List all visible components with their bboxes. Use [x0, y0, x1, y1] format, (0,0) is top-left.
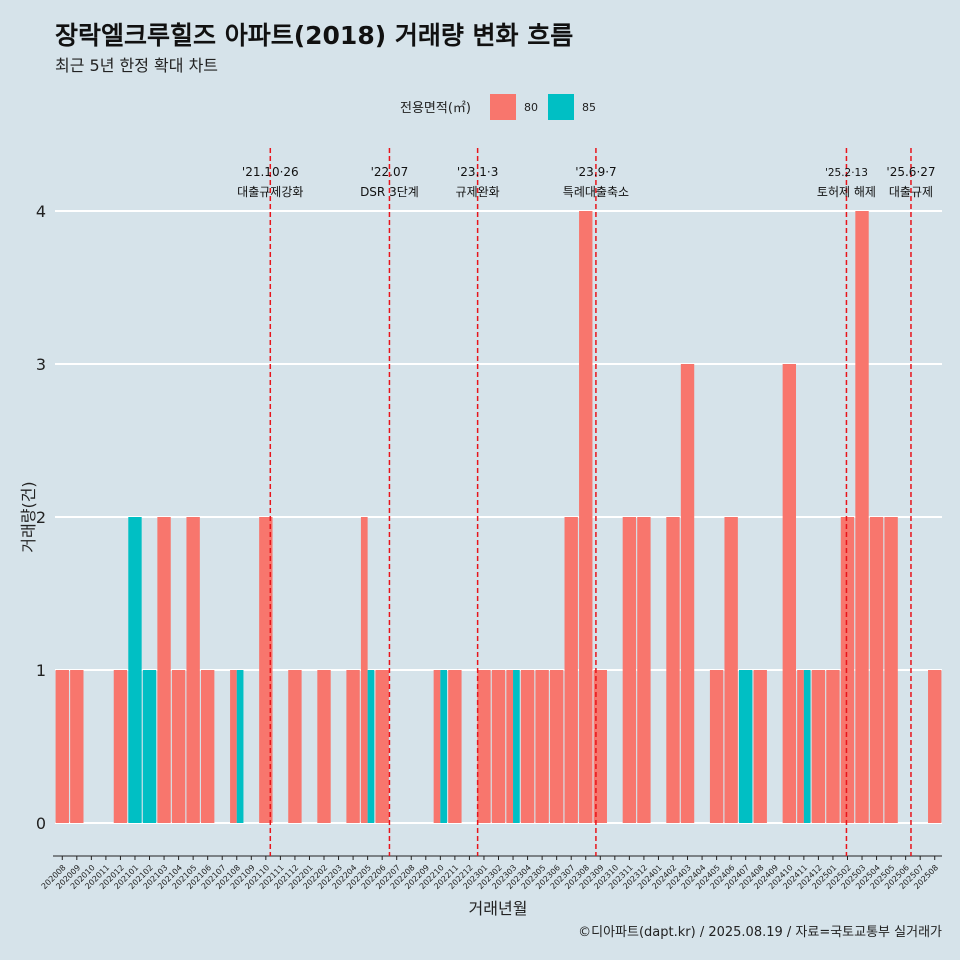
bar-80 [535, 670, 549, 823]
event-desc-label: 토허제 해제 [817, 185, 876, 199]
chart-title: 장락엘크루힐즈 아파트(2018) 거래량 변화 흐름 [55, 21, 574, 50]
event-date-label: '21.10·26 [242, 165, 299, 179]
source-caption: ©디아파트(dapt.kr) / 2025.08.19 / 자료=국토교통부 실… [578, 925, 942, 940]
bar-80 [928, 670, 942, 823]
bar-80 [157, 517, 171, 823]
event-desc-label: DSR 3단계 [360, 185, 419, 199]
bar-80 [680, 364, 695, 823]
bar-80 [782, 364, 797, 823]
bar-80 [840, 517, 855, 823]
bar-80 [709, 670, 724, 823]
bar-85 [142, 670, 157, 823]
legend-swatch-80 [490, 94, 516, 120]
y-tick-label: 3 [36, 355, 46, 374]
bar-80 [360, 517, 368, 823]
chart-subtitle: 최근 5년 한정 확대 차트 [55, 56, 219, 75]
bar-80 [593, 670, 607, 823]
bar-80 [448, 670, 462, 823]
y-tick-label: 0 [36, 814, 46, 833]
bar-80 [884, 517, 898, 823]
bar-80 [855, 211, 869, 823]
event-desc-label: 규제완화 [456, 185, 500, 199]
bar-80 [549, 670, 564, 823]
event-date-label: '23.1·3 [457, 165, 498, 179]
bar-80 [797, 670, 804, 823]
y-axis-title: 거래량(건) [19, 481, 38, 552]
event-desc-label: 대출규제강화 [237, 185, 303, 199]
bar-80 [724, 517, 738, 823]
bar-80 [200, 670, 215, 823]
y-tick-label: 1 [36, 661, 46, 680]
bar-85 [739, 670, 753, 823]
legend-label-85: 85 [582, 101, 596, 114]
bar-80 [564, 517, 578, 823]
bar-80 [375, 670, 389, 823]
bar-80 [753, 670, 767, 823]
y-tick-label: 2 [36, 508, 46, 527]
bar-80 [230, 670, 237, 823]
bar-80 [622, 517, 637, 823]
bar-80 [666, 517, 680, 823]
event-date-label: '25.2·13 [825, 167, 868, 179]
bar-80 [520, 670, 535, 823]
bar-80 [506, 670, 514, 823]
bar-85 [128, 517, 142, 823]
bar-80 [826, 670, 840, 823]
legend-title: 전용면적(㎡) [400, 101, 471, 116]
bar-80 [55, 670, 69, 823]
event-date-label: '25.6·27 [886, 165, 935, 179]
bar-85 [513, 670, 520, 823]
event-desc-label: 특례대출축소 [563, 185, 629, 199]
bar-80 [579, 211, 593, 823]
bar-85 [440, 670, 448, 823]
bar-80 [288, 670, 302, 823]
bar-80 [259, 517, 273, 823]
event-desc-label: 대출규제 [889, 185, 933, 199]
legend-label-80: 80 [524, 101, 538, 114]
bar-80 [113, 670, 128, 823]
event-date-label: '23.9·7 [575, 165, 616, 179]
bar-80 [869, 517, 884, 823]
bar-80 [317, 670, 331, 823]
bar-80 [637, 517, 651, 823]
bar-85 [803, 670, 811, 823]
bar-80 [477, 670, 491, 823]
legend-swatch-85 [548, 94, 574, 120]
bar-80 [346, 670, 360, 823]
bar-85 [367, 670, 375, 823]
x-axis-title: 거래년월 [469, 899, 528, 918]
bar-80 [491, 670, 506, 823]
y-tick-label: 4 [36, 202, 46, 221]
bar-80 [186, 517, 200, 823]
bar-80 [433, 670, 441, 823]
event-date-label: '22.07 [371, 165, 409, 179]
bar-85 [236, 670, 244, 823]
bar-80 [171, 670, 186, 823]
bar-80 [811, 670, 826, 823]
bar-80 [70, 670, 84, 823]
